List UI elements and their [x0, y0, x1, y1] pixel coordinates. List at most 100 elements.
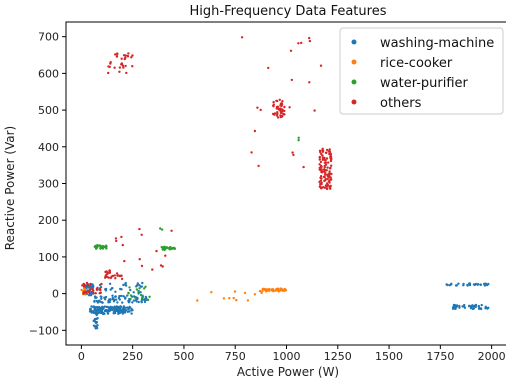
data-point-others — [125, 71, 128, 75]
x-tick-label: 500 — [173, 350, 194, 363]
data-point-washing-machine — [98, 311, 101, 314]
data-point-others — [155, 249, 158, 253]
data-point-water-purifier — [97, 244, 100, 247]
data-point-others — [328, 185, 331, 189]
data-point-washing-machine — [127, 301, 131, 304]
data-point-washing-machine — [94, 320, 97, 323]
data-point-washing-machine — [454, 307, 457, 311]
data-point-washing-machine — [140, 285, 143, 288]
data-point-others — [283, 105, 286, 109]
data-point-others — [108, 271, 112, 274]
data-point-water-purifier — [135, 288, 138, 291]
data-point-others — [308, 39, 312, 43]
data-point-washing-machine — [100, 297, 103, 300]
data-point-washing-machine — [487, 282, 490, 286]
data-point-others — [320, 181, 323, 184]
data-point-washing-machine — [95, 299, 99, 303]
x-tick-label: 1250 — [324, 350, 352, 363]
data-point-washing-machine — [107, 301, 110, 304]
data-point-others — [319, 175, 323, 178]
data-point-washing-machine — [138, 284, 141, 287]
data-point-washing-machine — [108, 282, 112, 285]
data-point-washing-machine — [126, 294, 129, 297]
data-point-others — [138, 258, 141, 261]
data-point-others — [308, 36, 311, 40]
data-point-others — [321, 149, 325, 152]
data-point-rice-cooker — [260, 291, 263, 295]
data-point-washing-machine — [95, 306, 99, 309]
data-point-washing-machine — [135, 284, 139, 287]
data-point-others — [122, 66, 125, 69]
data-point-others — [324, 151, 328, 154]
data-point-rice-cooker — [232, 296, 235, 300]
data-point-washing-machine — [90, 305, 93, 308]
data-point-washing-machine — [130, 307, 133, 311]
data-point-washing-machine — [117, 305, 120, 309]
data-point-water-purifier — [161, 248, 165, 251]
data-point-washing-machine — [474, 282, 478, 286]
data-point-others — [330, 172, 333, 176]
data-point-rice-cooker — [210, 291, 213, 294]
data-point-others — [330, 157, 333, 161]
x-tick-label: 0 — [78, 350, 85, 363]
data-point-washing-machine — [111, 306, 114, 309]
data-point-washing-machine — [89, 291, 92, 295]
data-point-others — [280, 102, 284, 106]
legend-label-others: others — [380, 96, 422, 111]
data-point-others — [113, 66, 116, 69]
data-point-water-purifier — [137, 290, 141, 294]
data-point-rice-cooker — [267, 288, 270, 292]
data-point-washing-machine — [113, 308, 117, 311]
data-point-others — [120, 235, 123, 239]
legend-marker-washing-machine — [351, 39, 357, 45]
data-point-others — [326, 177, 329, 181]
data-point-rice-cooker — [84, 288, 87, 291]
data-point-rice-cooker — [228, 297, 231, 300]
data-point-others — [121, 243, 125, 247]
data-point-others — [291, 151, 294, 154]
legend-marker-rice-cooker — [351, 59, 357, 65]
legend-label-water-purifier: water-purifier — [380, 76, 469, 91]
data-point-others — [326, 166, 329, 169]
data-point-washing-machine — [451, 307, 455, 310]
data-point-water-purifier — [139, 293, 143, 297]
data-point-washing-machine — [119, 305, 123, 308]
data-point-others — [324, 161, 328, 164]
data-point-washing-machine — [102, 312, 105, 315]
y-tick-label: 700 — [38, 31, 59, 44]
data-point-others — [318, 158, 321, 161]
data-point-others — [92, 292, 95, 295]
data-point-rice-cooker — [222, 297, 226, 300]
data-point-washing-machine — [129, 288, 132, 292]
data-point-others — [327, 150, 330, 153]
data-point-washing-machine — [471, 304, 474, 307]
data-point-others — [322, 168, 326, 171]
data-point-others — [325, 157, 329, 160]
data-point-water-purifier — [297, 136, 300, 139]
data-point-washing-machine — [122, 295, 125, 298]
data-point-washing-machine — [92, 324, 96, 327]
data-point-others — [328, 170, 331, 173]
data-point-washing-machine — [487, 306, 490, 309]
data-point-washing-machine — [113, 305, 116, 308]
data-point-others — [313, 109, 316, 112]
data-point-others — [126, 54, 129, 58]
y-tick-label: −100 — [29, 324, 59, 337]
data-point-washing-machine — [143, 298, 146, 302]
data-point-others — [271, 112, 275, 116]
legend-label-rice-cooker: rice-cooker — [380, 56, 453, 71]
data-point-water-purifier — [99, 247, 102, 250]
data-point-others — [279, 115, 282, 119]
data-point-others — [94, 292, 97, 295]
data-point-others — [106, 275, 109, 279]
data-point-water-purifier — [127, 292, 130, 295]
data-point-washing-machine — [98, 299, 101, 302]
data-point-washing-machine — [141, 281, 144, 285]
data-point-washing-machine — [99, 306, 102, 310]
data-point-others — [82, 290, 86, 294]
data-point-water-purifier — [138, 287, 141, 290]
data-point-others — [325, 182, 329, 185]
data-point-water-purifier — [169, 247, 173, 251]
data-point-others — [109, 61, 112, 64]
data-point-washing-machine — [113, 298, 116, 301]
